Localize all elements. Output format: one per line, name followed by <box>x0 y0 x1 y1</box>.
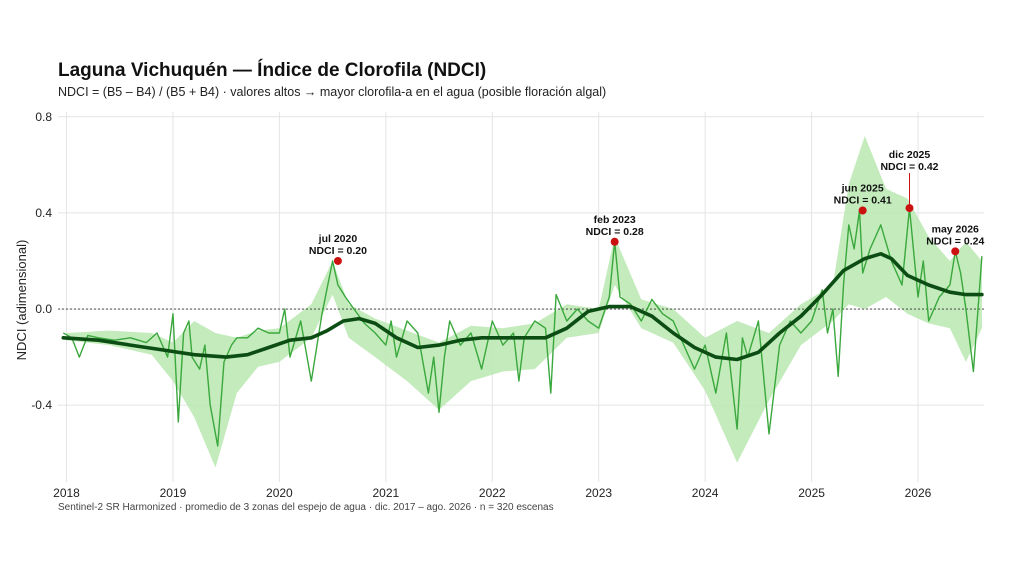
x-tick-label: 2025 <box>798 486 825 500</box>
peak-date-label: jul 2020 <box>318 233 358 245</box>
peak-date-label: jun 2025 <box>841 183 884 195</box>
x-tick-label: 2023 <box>585 486 612 500</box>
peak-value-label: NDCI = 0.28 <box>586 226 644 238</box>
trend-line <box>61 252 984 362</box>
peak-marker <box>905 204 914 213</box>
peak-marker <box>610 237 619 246</box>
peak-marker <box>858 206 867 215</box>
y-tick-label: -0.4 <box>31 398 52 412</box>
x-tick-label: 2020 <box>266 486 293 500</box>
peak-date-label: may 2026 <box>932 224 979 236</box>
x-tick-label: 2018 <box>53 486 80 500</box>
chart-subtitle: NDCI = (B5 – B4) / (B5 + B4) · valores a… <box>58 85 607 99</box>
y-tick-label: 0.4 <box>35 206 52 220</box>
peak-value-label: NDCI = 0.24 <box>926 236 984 248</box>
peak-value-label: NDCI = 0.20 <box>309 245 367 257</box>
tick-labels: 2018 2019 2020 2021 2022 2023 2024 2025 2026 -0.4… <box>31 110 931 500</box>
peak-marker <box>333 256 342 265</box>
peak-value-label: NDCI = 0.41 <box>834 195 892 207</box>
data-layer <box>58 136 984 468</box>
peak-date-label: dic 2025 <box>889 149 931 161</box>
range-band <box>66 136 982 468</box>
y-axis-label: NDCI (adimensional) <box>14 240 29 361</box>
peak-date-label: feb 2023 <box>594 214 636 226</box>
chart-title: Laguna Vichuquén — Índice de Clorofila (… <box>58 60 487 81</box>
y-tick-label: 0.8 <box>35 110 52 124</box>
x-tick-label: 2024 <box>692 486 719 500</box>
chart-caption: Sentinel-2 SR Harmonized · promedio de 3… <box>58 502 554 513</box>
x-tick-label: 2021 <box>372 486 399 500</box>
y-tick-label: 0.0 <box>35 302 52 316</box>
peak-marker <box>951 247 960 256</box>
x-tick-label: 2019 <box>160 486 187 500</box>
x-tick-label: 2022 <box>479 486 506 500</box>
peak-value-label: NDCI = 0.42 <box>880 161 938 173</box>
x-tick-label: 2026 <box>905 486 932 500</box>
